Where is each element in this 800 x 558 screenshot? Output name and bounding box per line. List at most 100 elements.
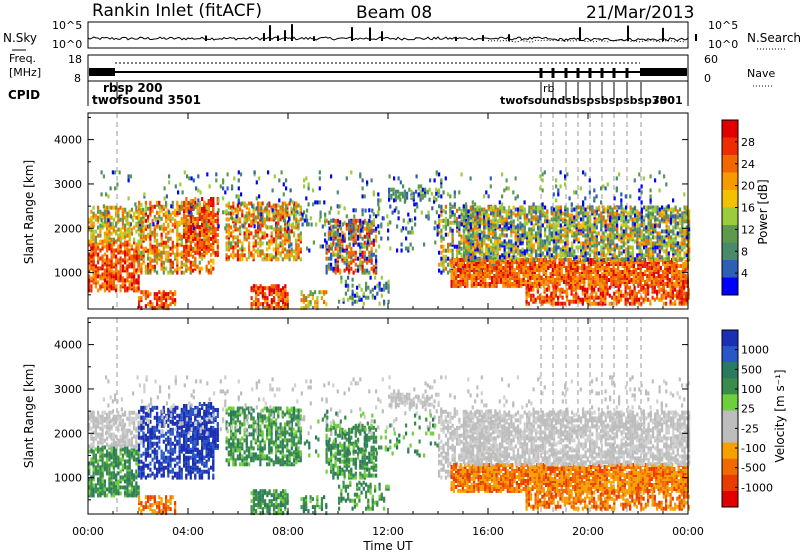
- range-gate-cell: [364, 245, 366, 249]
- range-gate-cell: [594, 213, 596, 217]
- range-gate-cell: [135, 247, 137, 251]
- range-gate-cell: [201, 229, 203, 233]
- range-gate-cell: [203, 219, 205, 223]
- range-gate-cell: [201, 241, 203, 245]
- range-gate-cell: [362, 251, 364, 255]
- range-gate-cell: [154, 292, 156, 296]
- range-gate-cell: [368, 219, 370, 223]
- range-gate-cell: [563, 274, 565, 278]
- range-gate-cell: [140, 296, 142, 300]
- range-gate-cell: [264, 300, 266, 304]
- range-gate-cell: [135, 286, 137, 290]
- range-gate-cell: [601, 266, 603, 270]
- range-gate-cell: [470, 255, 472, 259]
- range-gate-cell: [93, 243, 95, 247]
- range-gate-cell: [262, 302, 264, 306]
- range-gate-cell: [495, 215, 497, 219]
- range-gate-cell: [156, 239, 158, 243]
- range-gate-cell: [588, 264, 590, 268]
- range-gate-cell: [598, 251, 600, 255]
- range-gate-cell: [634, 257, 636, 261]
- range-gate-cell: [522, 247, 524, 251]
- range-gate-cell: [366, 257, 368, 261]
- range-gate-cell: [644, 270, 646, 274]
- range-gate-cell: [97, 216, 99, 220]
- range-gate-cell: [111, 232, 113, 236]
- range-gate-cell: [504, 233, 506, 237]
- range-gate-cell: [230, 231, 232, 235]
- range-gate-cell: [347, 298, 349, 302]
- range-gate-cell: [241, 241, 243, 245]
- range-gate-cell: [170, 302, 172, 306]
- range-gate-cell: [567, 253, 569, 257]
- range-gate-cell: [445, 205, 447, 209]
- range-gate-cell: [268, 209, 270, 213]
- range-gate-cell: [542, 209, 544, 213]
- range-gate-cell: [453, 272, 455, 276]
- range-gate-cell: [262, 249, 264, 253]
- range-gate-cell: [607, 237, 609, 241]
- range-gate-cell: [284, 231, 286, 235]
- range-gate-cell: [555, 206, 557, 210]
- range-gate-cell: [325, 290, 327, 294]
- range-gate-cell: [273, 237, 275, 241]
- range-gate-cell: [664, 264, 666, 268]
- range-gate-cell: [538, 262, 540, 266]
- range-gate-cell: [609, 243, 611, 247]
- range-gate-cell: [364, 255, 366, 259]
- range-gate-cell: [472, 239, 474, 243]
- range-gate-cell: [282, 304, 284, 308]
- range-gate-cell: [483, 253, 485, 257]
- range-gate-cell: [129, 280, 131, 284]
- range-gate-cell: [478, 264, 480, 268]
- range-gate-cell: [480, 262, 482, 266]
- range-gate-cell: [523, 272, 525, 276]
- range-gate-cell: [592, 280, 594, 284]
- range-gate-cell: [474, 243, 476, 247]
- range-gate-cell: [158, 211, 160, 215]
- range-gate-cell: [259, 243, 261, 247]
- range-gate-cell: [217, 239, 219, 243]
- range-gate-cell: [455, 258, 457, 262]
- range-gate-cell: [578, 206, 580, 210]
- range-gate-cell: [355, 255, 357, 259]
- range-gate-cell: [501, 241, 503, 245]
- range-gate-cell: [588, 280, 590, 284]
- range-gate-cell: [631, 270, 633, 274]
- range-gate-cell: [124, 251, 126, 255]
- range-gate-cell: [97, 243, 99, 247]
- range-gate-cell: [517, 211, 519, 215]
- range-gate-cell: [567, 233, 569, 237]
- range-gate-cell: [235, 208, 237, 212]
- range-gate-cell: [353, 219, 355, 223]
- noise-tick-low-right: 10^0: [708, 38, 738, 51]
- range-gate-cell: [201, 245, 203, 249]
- range-gate-cell: [138, 263, 140, 267]
- range-gate-cell: [526, 221, 528, 225]
- range-gate-cell: [133, 249, 135, 253]
- range-gate-cell: [165, 298, 167, 302]
- range-gate-cell: [500, 278, 502, 282]
- range-gate-cell: [158, 290, 160, 294]
- range-gate-cell: [531, 215, 533, 219]
- range-gate-cell: [457, 264, 459, 268]
- range-gate-cell: [511, 276, 513, 280]
- range-gate-cell: [604, 266, 606, 270]
- range-gate-cell: [250, 213, 252, 217]
- range-gate-cell: [253, 241, 255, 245]
- range-gate-cell: [165, 201, 167, 205]
- range-gate-cell: [513, 251, 515, 255]
- range-gate-cell: [237, 249, 239, 253]
- range-gate-cell: [117, 208, 119, 212]
- range-gate-cell: [363, 292, 365, 296]
- range-gate-cell: [496, 270, 498, 274]
- range-gate-cell: [563, 264, 565, 268]
- range-gate-cell: [511, 282, 513, 286]
- range-gate-cell: [190, 235, 192, 239]
- range-gate-cell: [115, 284, 117, 288]
- range-gate-cell: [551, 217, 553, 221]
- range-gate-cell: [357, 257, 359, 261]
- range-gate-cell: [345, 280, 347, 284]
- range-gate-cell: [590, 262, 592, 266]
- range-gate-cell: [596, 243, 598, 247]
